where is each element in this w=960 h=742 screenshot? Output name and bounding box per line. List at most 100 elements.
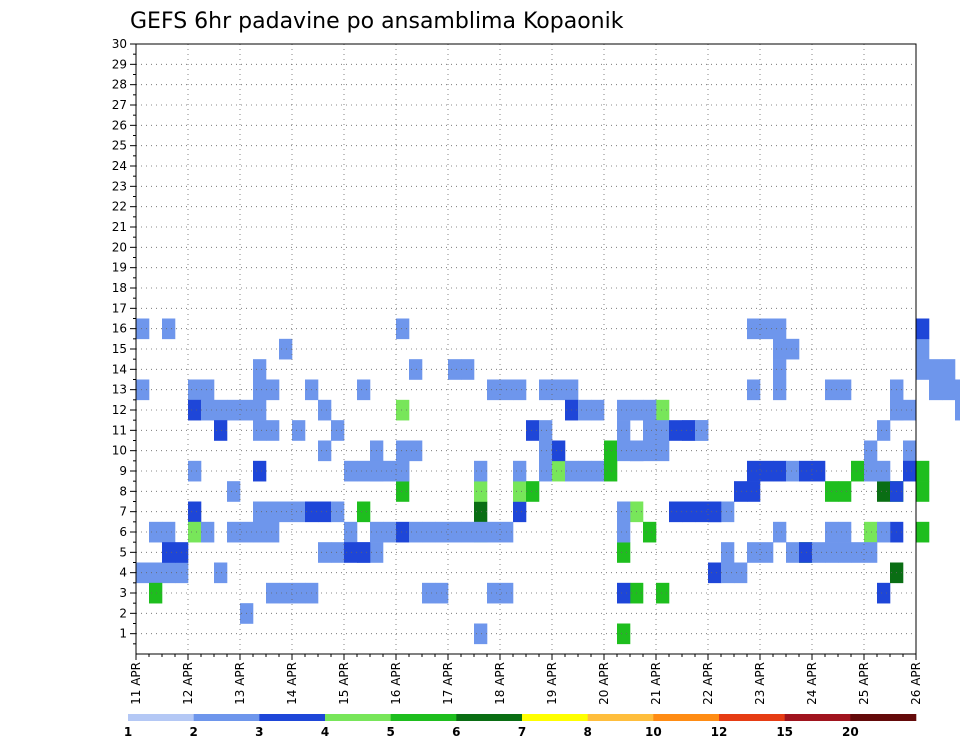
- heatmap-cell: [214, 399, 228, 421]
- x-tick-label: 15 APR: [337, 662, 351, 705]
- heatmap-cell: [656, 420, 670, 441]
- x-tick-label: 13 APR: [233, 662, 247, 705]
- heatmap-cell: [877, 460, 891, 482]
- heatmap-cell: [617, 501, 631, 523]
- heatmap-cell: [539, 420, 553, 441]
- legend-swatch: [259, 714, 326, 721]
- heatmap-cell: [773, 460, 787, 482]
- heatmap-cell: [591, 399, 605, 421]
- heatmap-cell: [812, 460, 826, 482]
- heatmap-cell: [721, 501, 735, 523]
- y-tick-label: 16: [112, 322, 127, 336]
- heatmap-cell: [786, 460, 800, 482]
- heatmap-cell: [617, 623, 631, 645]
- heatmap-cell: [227, 481, 241, 502]
- heatmap-cell: [513, 481, 527, 502]
- legend-label: 15: [776, 725, 793, 739]
- x-tick-label: 23 APR: [753, 662, 767, 705]
- heatmap-cell: [734, 481, 748, 502]
- heatmap-cell: [292, 420, 306, 441]
- heatmap-cell: [916, 521, 930, 543]
- y-tick-label: 20: [112, 240, 127, 254]
- heatmap-cell: [864, 521, 878, 543]
- heatmap-cell: [643, 521, 657, 543]
- y-tick-label: 1: [119, 627, 127, 641]
- heatmap-cell: [253, 399, 267, 421]
- heatmap-cell: [266, 582, 280, 604]
- heatmap-cell: [383, 521, 397, 543]
- heatmap-cell: [747, 379, 761, 401]
- heatmap-cell: [149, 562, 163, 584]
- x-tick-label: 14 APR: [285, 662, 299, 705]
- heatmap-cell: [578, 399, 592, 421]
- heatmap-cell: [539, 379, 553, 401]
- heatmap-cell: [292, 501, 306, 523]
- y-tick-label: 18: [112, 281, 127, 295]
- heatmap-cell: [266, 420, 280, 441]
- heatmap-cell: [773, 379, 787, 401]
- heatmap-cell: [344, 521, 358, 543]
- heatmap-cell: [812, 542, 826, 563]
- legend-label: 6: [452, 725, 460, 739]
- heatmap-cell: [799, 542, 813, 563]
- heatmap-cell: [487, 379, 501, 401]
- y-tick-label: 29: [112, 57, 127, 71]
- heatmap-cell: [331, 501, 345, 523]
- heatmap-cell: [227, 521, 241, 543]
- heatmap-cell: [149, 521, 163, 543]
- heatmap-cell: [617, 542, 631, 563]
- legend-swatch: [653, 714, 720, 721]
- legend-swatch: [587, 714, 654, 721]
- heatmap-cell: [201, 399, 215, 421]
- y-tick-label: 23: [112, 179, 127, 193]
- heatmap-cell: [877, 420, 891, 441]
- heatmap-cell: [851, 460, 865, 482]
- color-legend: 1 2 3 4 5 6 7 8 10 12 15 20: [124, 714, 917, 739]
- heatmap-cell: [422, 582, 436, 604]
- heatmap-cells: [136, 318, 960, 645]
- heatmap-cell: [799, 460, 813, 482]
- heatmap-cell: [396, 521, 410, 543]
- legend-swatch: [522, 714, 588, 721]
- y-tick-label: 19: [112, 261, 127, 275]
- heatmap-cell: [929, 359, 943, 380]
- heatmap-cell: [266, 379, 280, 401]
- x-tick-label: 18 APR: [493, 662, 507, 705]
- heatmap-cell: [357, 460, 371, 482]
- heatmap-cell: [539, 460, 553, 482]
- y-tick-label: 8: [119, 484, 127, 498]
- legend-label: 20: [842, 725, 859, 739]
- heatmap-cell: [344, 542, 358, 563]
- heatmap-cell: [643, 440, 657, 462]
- heatmap-cell: [916, 481, 930, 502]
- heatmap-cell: [474, 460, 488, 482]
- heatmap-cell: [201, 379, 215, 401]
- heatmap-cell: [773, 318, 787, 340]
- x-tick-label: 17 APR: [441, 662, 455, 705]
- y-tick-label: 5: [119, 545, 127, 559]
- heatmap-cell: [916, 460, 930, 482]
- heatmap-cell: [721, 542, 735, 563]
- y-tick-label: 10: [112, 444, 127, 458]
- heatmap-cell: [136, 318, 150, 340]
- y-tick-label: 30: [112, 37, 127, 51]
- heatmap-cell: [188, 379, 202, 401]
- y-tick-label: 7: [119, 505, 127, 519]
- heatmap-cell: [136, 562, 150, 584]
- legend-label: 5: [386, 725, 394, 739]
- legend-label: 8: [583, 725, 591, 739]
- heatmap-cell: [279, 582, 293, 604]
- heatmap-cell: [604, 460, 618, 482]
- heatmap-cell: [279, 338, 293, 360]
- legend-label: 1: [124, 725, 132, 739]
- heatmap-cell: [955, 399, 960, 421]
- heatmap-cell: [227, 399, 241, 421]
- heatmap-cell: [448, 521, 462, 543]
- x-tick-label: 11 APR: [129, 662, 143, 705]
- heatmap-cell: [747, 542, 761, 563]
- heatmap-cell: [617, 420, 631, 441]
- heatmap-cell: [188, 501, 202, 523]
- legend-swatch: [784, 714, 851, 721]
- heatmap-cell: [929, 379, 943, 401]
- heatmap-cell: [331, 420, 345, 441]
